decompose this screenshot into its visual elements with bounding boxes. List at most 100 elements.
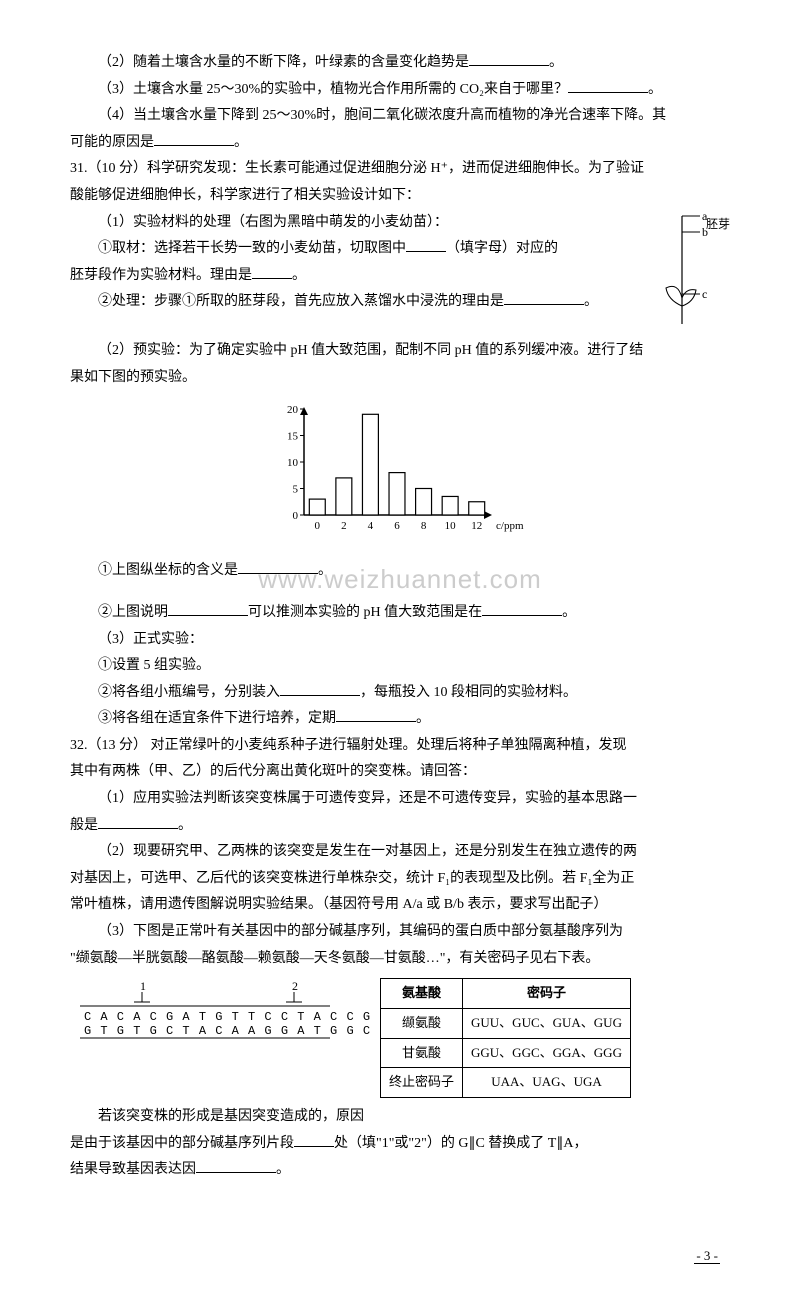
q31-l2: 酸能够促进细胞伸长，科学家进行了相关实验设计如下：	[70, 183, 730, 210]
svg-text:20: 20	[287, 404, 299, 416]
q31-s1c-end: 。	[584, 294, 598, 309]
q32-l2: 其中有两株（甲、乙）的后代分离出黄化斑叶的突变株。请回答：	[70, 759, 730, 786]
q30-p4b-text: 可能的原因是	[70, 135, 154, 150]
amino-acid-table: 氨基酸 密码子 缬氨酸 GUU、GUC、GUA、GUG 甘氨酸 GGU、GGC、…	[380, 978, 631, 1098]
q31-s3-3: ③将各组在适宜条件下进行培养，定期 。	[70, 706, 730, 733]
q31-s3-1: ①设置 5 组实验。	[70, 653, 730, 680]
q31-s1a-text: ①取材：选择若干长势一致的小麦幼苗，切取图中	[98, 241, 406, 256]
q30-p3-end: 。	[648, 82, 662, 97]
dna-and-table: 1 2 C A C A C G A T G T T C C T A C C G …	[70, 978, 730, 1098]
svg-text:12: 12	[471, 520, 482, 532]
q32-s3a: （3）下图是正常叶有关基因中的部分碱基序列，其编码的蛋白质中部分氨基酸序列为	[70, 919, 730, 946]
q32-s2b: 对基因上，可选甲、乙后代的该突变株进行单株杂交，统计 F₁的表现型及比例。若 F…	[70, 866, 730, 893]
amino-r2a: 甘氨酸	[381, 1038, 463, 1068]
q31-s1c-text: ②处理：步骤①所取的胚芽段，首先应放入蒸馏水中浸洗的理由是	[98, 294, 504, 309]
blank[interactable]	[238, 559, 318, 574]
q31-s2-1: ①上图纵坐标的含义是 。	[70, 558, 730, 585]
q31-s2-1-end: 。	[318, 563, 332, 578]
amino-h2: 密码子	[463, 979, 631, 1009]
bar-chart-svg: 05101520024681012c/ppm	[270, 399, 530, 539]
amino-h1: 氨基酸	[381, 979, 463, 1009]
svg-text:0: 0	[315, 520, 321, 532]
q31-s2: （2）预实验：为了确定实验中 pH 值大致范围，配制不同 pH 值的系列缓冲液。…	[70, 338, 730, 365]
svg-text:4: 4	[368, 520, 374, 532]
q30-p4b: 可能的原因是 。	[70, 130, 730, 157]
dna-mark1: 1	[140, 979, 146, 993]
q31-s2-2: ②上图说明 可以推测本实验的 pH 值大致范围是在 。	[70, 600, 730, 627]
blank[interactable]	[168, 601, 248, 616]
q31-s3: （3）正式实验：	[70, 627, 730, 654]
q30-p4b-end: 。	[234, 135, 248, 150]
svg-text:15: 15	[287, 431, 299, 443]
label-c: c	[702, 287, 707, 301]
q31-s1b-end: 。	[292, 268, 306, 283]
q32-s3e-end: 。	[276, 1162, 290, 1177]
q32-s3e-text: 结果导致基因表达因	[70, 1162, 196, 1177]
blank[interactable]	[154, 131, 234, 146]
q31-s1: （1）实验材料的处理（右图为黑暗中萌发的小麦幼苗）：	[70, 210, 730, 237]
q32-s2a: （2）现要研究甲、乙两株的该突变是发生在一对基因上，还是分别发生在独立遗传的两	[70, 839, 730, 866]
blank[interactable]	[336, 707, 416, 722]
blank[interactable]	[252, 264, 292, 279]
svg-text:5: 5	[293, 484, 299, 496]
q31-s3-3b: 。	[416, 711, 430, 726]
q31-s3-2b: ，每瓶投入 10 段相同的实验材料。	[360, 685, 577, 700]
table-row: 终止密码子 UAA、UAG、UGA	[381, 1068, 631, 1098]
q31-s1a: ①取材：选择若干长势一致的小麦幼苗，切取图中 （填字母）对应的	[70, 236, 730, 263]
label-peiya: 胚芽	[706, 217, 730, 231]
blank[interactable]	[280, 681, 360, 696]
page-number: - 3 -	[694, 1248, 720, 1264]
table-row: 缬氨酸 GUU、GUC、GUA、GUG	[381, 1008, 631, 1038]
q31-s2-2a: ②上图说明	[98, 605, 168, 620]
q31-s2-2end: 。	[562, 605, 576, 620]
blank[interactable]	[568, 78, 648, 93]
svg-text:6: 6	[394, 520, 400, 532]
q30-p2: （2）随着土壤含水量的不断下降，叶绿素的含量变化趋势是。	[70, 50, 730, 77]
q31-num: 31.（10 分）科学研究发现：生长素可能通过促进细胞分泌 H⁺，进而促进细胞伸…	[70, 156, 730, 183]
dna-mark2: 2	[292, 979, 298, 993]
q31-s1a-mid: （填字母）对应的	[446, 241, 558, 256]
amino-r1a: 缬氨酸	[381, 1008, 463, 1038]
amino-r3c: UAA、UAG、UGA	[463, 1068, 631, 1098]
q31-s1c: ②处理：步骤①所取的胚芽段，首先应放入蒸馏水中浸洗的理由是 。	[70, 289, 730, 316]
svg-text:2: 2	[341, 520, 347, 532]
q31-s3-3a: ③将各组在适宜条件下进行培养，定期	[98, 711, 336, 726]
svg-text:10: 10	[287, 457, 299, 469]
q32-s1a: （1）应用实验法判断该突变株属于可遗传变异，还是不可遗传变异，实验的基本思路一	[70, 786, 730, 813]
q32-s3b: "缬氨酸—半胱氨酸—酪氨酸—赖氨酸—天冬氨酸—甘氨酸…"，有关密码子见右下表。	[70, 946, 730, 973]
q32-s2c: 常叶植株，请用遗传图解说明实验结果。（基因符号用 A/a 或 B/b 表示，要求…	[70, 892, 730, 919]
q32-s1b-end: 。	[178, 818, 192, 833]
q30-p3-text: （3）土壤含水量 25～30%的实验中，植物光合作用所需的 CO₂来自于哪里？	[98, 82, 568, 97]
blank[interactable]	[406, 237, 446, 252]
dna-sequence-figure: 1 2 C A C A C G A T G T T C C T A C C G …	[70, 978, 370, 1069]
q30-p2-end: 。	[549, 55, 563, 70]
q31-s3-2: ②将各组小瓶编号，分别装入 ，每瓶投入 10 段相同的实验材料。	[70, 680, 730, 707]
blank[interactable]	[482, 601, 562, 616]
blank[interactable]	[196, 1158, 276, 1173]
page-footer: - 3 -	[70, 1244, 730, 1269]
q32-s3c: 若该突变株的形成是基因突变造成的，原因	[70, 1104, 730, 1131]
blank[interactable]	[98, 814, 178, 829]
amino-r3a: 终止密码子	[381, 1068, 463, 1098]
svg-text:c/ppm: c/ppm	[496, 520, 524, 532]
q31-s2-1-text: ①上图纵坐标的含义是	[98, 563, 238, 578]
blank[interactable]	[294, 1132, 334, 1147]
seedling-figure: a b 胚芽 c	[650, 210, 730, 339]
blank[interactable]	[504, 290, 584, 305]
q31-s3-2a: ②将各组小瓶编号，分别装入	[98, 685, 280, 700]
q31-s2b: 果如下图的预实验。	[70, 365, 730, 392]
svg-text:8: 8	[421, 520, 427, 532]
dna-bottom: G T G T G C T A C A A G G A T G G C … β	[84, 1024, 370, 1038]
q32-s3d: 是由于该基因中的部分碱基序列片段处（填"1"或"2"）的 G∥C 替换成了 T∥…	[70, 1131, 730, 1158]
q32-s3d2: 处（填"1"或"2"）的 G∥C 替换成了 T∥A，	[334, 1136, 587, 1151]
q32-num: 32.（13 分） 对正常绿叶的小麦纯系种子进行辐射处理。处理后将种子单独隔离种…	[70, 733, 730, 760]
q31-s2-2b: 可以推测本实验的 pH 值大致范围是在	[248, 605, 482, 620]
q30-p3: （3）土壤含水量 25～30%的实验中，植物光合作用所需的 CO₂来自于哪里？ 。	[70, 77, 730, 104]
svg-text:0: 0	[293, 510, 299, 522]
dna-top: C A C A C G A T G T T C C T A C C G … α	[84, 1010, 370, 1024]
dna-svg: 1 2 C A C A C G A T G T T C C T A C C G …	[70, 978, 370, 1058]
table-row: 氨基酸 密码子	[381, 979, 631, 1009]
blank[interactable]	[469, 51, 549, 66]
q31-s1b-text: 胚芽段作为实验材料。理由是	[70, 268, 252, 283]
q32-s1b: 般是。	[70, 813, 730, 840]
